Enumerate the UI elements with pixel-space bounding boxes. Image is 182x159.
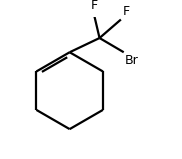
Text: F: F bbox=[122, 5, 129, 18]
Text: Br: Br bbox=[125, 54, 139, 67]
Text: F: F bbox=[90, 0, 97, 12]
